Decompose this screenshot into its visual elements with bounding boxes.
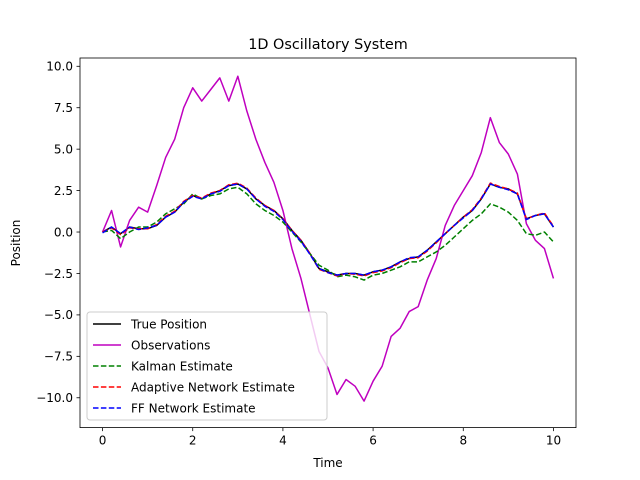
legend-label: Observations <box>131 339 210 353</box>
y-tick-label: 7.5 <box>54 101 73 115</box>
y-tick-label: 10.0 <box>46 60 73 74</box>
x-tick-label: 0 <box>99 434 107 448</box>
y-tick-label: −5.0 <box>44 308 73 322</box>
plot-area <box>79 57 577 429</box>
series-line-1 <box>101 75 555 402</box>
legend-label: FF Network Estimate <box>131 402 256 416</box>
legend-label: Adaptive Network Estimate <box>131 381 295 395</box>
x-tick-label: 8 <box>459 434 467 448</box>
chart-title: 1D Oscillatory System <box>248 37 407 53</box>
y-tick-label: 5.0 <box>54 142 73 156</box>
legend: True Position Observations Kalman Estimate… <box>86 311 328 421</box>
legend-label: Kalman Estimate <box>131 360 233 374</box>
x-tick-label: 6 <box>369 434 377 448</box>
plot-frame <box>79 57 577 429</box>
y-tick-label: 2.5 <box>54 184 73 198</box>
y-tick-label: 0.0 <box>54 225 73 239</box>
y-axis: −10.0 −7.5 −5.0 −2.5 0.0 2.5 5.0 7.5 10.0 <box>36 60 80 405</box>
legend-label: True Position <box>130 318 207 332</box>
x-axis: 0 2 4 6 8 10 <box>99 427 561 448</box>
y-tick-label: −10.0 <box>36 391 73 405</box>
x-tick-label: 4 <box>279 434 287 448</box>
x-tick-label: 2 <box>189 434 197 448</box>
y-tick-label: −2.5 <box>44 267 73 281</box>
x-axis-label: Time <box>312 456 342 470</box>
series-layer <box>101 75 555 402</box>
y-tick-label: −7.5 <box>44 350 73 364</box>
x-tick-label: 10 <box>546 434 561 448</box>
y-axis-label: Position <box>9 220 23 267</box>
series-line-4 <box>102 183 555 276</box>
legend-frame <box>86 311 328 421</box>
